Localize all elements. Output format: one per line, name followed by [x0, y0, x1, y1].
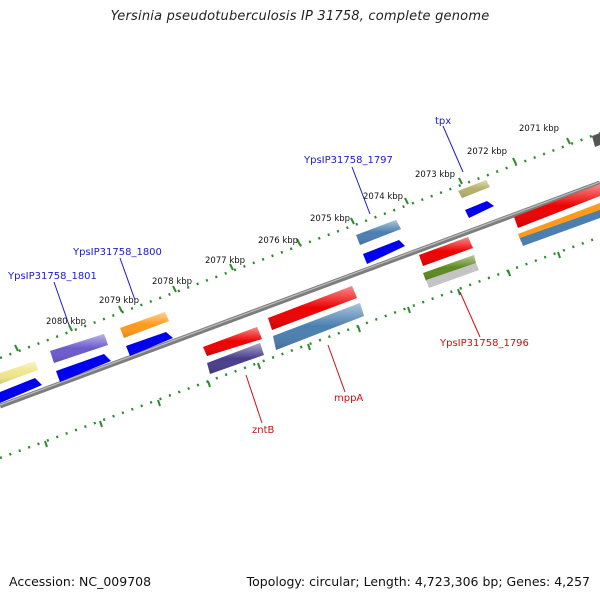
label-mppa: mppA	[334, 393, 363, 404]
kbp-label-2079: 2079 kbp	[99, 296, 139, 306]
label-tpx: tpx	[435, 116, 451, 127]
gene-right-steelblue	[520, 210, 600, 246]
kbp-label-2077: 2077 kbp	[205, 256, 245, 266]
leader-ypsip31758-1796	[459, 291, 481, 338]
gene-gray-near-1796	[426, 263, 479, 288]
label-ypsip31758-1801: YpsIP31758_1801	[7, 271, 97, 282]
gene-tpx	[458, 180, 490, 198]
kbp-label-2080: 2080 kbp	[46, 317, 86, 327]
gene-ypsip31758-1801	[50, 334, 108, 363]
label-ypsip31758-1796: YpsIP31758_1796	[439, 338, 529, 349]
kbp-label-2071: 2071 kbp	[519, 124, 559, 134]
gene-blue-1801-pair	[56, 354, 111, 382]
gene-ypsip31758-1796	[423, 255, 476, 281]
kbp-label-2072: 2072 kbp	[467, 147, 507, 157]
gene-mppa	[273, 303, 364, 350]
leader-zntb	[245, 374, 263, 424]
accession-text: Accession: NC_009708	[9, 574, 152, 589]
gene-blue-1800-pair	[126, 332, 173, 356]
outer-major-ticks	[14, 137, 571, 352]
gene-red-mppa-pair	[268, 286, 357, 330]
gene-right-red	[514, 184, 600, 228]
kbp-label-2078: 2078 kbp	[152, 277, 192, 287]
leader-ypsip31758-1800	[119, 257, 136, 301]
kbp-label-2076: 2076 kbp	[258, 236, 298, 246]
gene-partial-gray	[592, 133, 600, 147]
leader-mppa	[327, 344, 346, 393]
leader-ypsip31758-1801	[53, 281, 70, 326]
inner-major-ticks	[44, 251, 561, 448]
label-zntb: zntB	[252, 425, 275, 436]
gene-blue-tpx-pair	[465, 201, 494, 218]
label-ypsip31758-1797: YpsIP31758_1797	[303, 155, 393, 166]
gene-red-zntb-pair	[203, 327, 262, 356]
kbp-label-2074: 2074 kbp	[363, 192, 403, 202]
gene-partial-left-blue	[0, 378, 42, 403]
label-ypsip31758-1800: YpsIP31758_1800	[72, 247, 162, 258]
gene-blue-1797-pair	[363, 240, 405, 264]
map-title: Yersinia pseudotuberculosis IP 31758, co…	[110, 9, 490, 24]
kbp-label-2073: 2073 kbp	[415, 170, 455, 180]
kbp-label-2075: 2075 kbp	[310, 214, 350, 224]
gene-ypsip31758-1800	[120, 312, 169, 338]
gene-zntb	[207, 343, 264, 374]
outer-tick-ring	[0, 131, 600, 360]
leader-tpx	[442, 125, 464, 173]
gene-red-near-1796	[419, 237, 473, 266]
gene-ypsip31758-1797	[356, 220, 401, 245]
leader-ypsip31758-1797	[351, 166, 371, 215]
gene-partial-left-yellow	[0, 361, 38, 384]
topology-text: Topology: circular; Length: 4,723,306 bp…	[246, 574, 590, 589]
genome-backbone	[0, 180, 600, 409]
